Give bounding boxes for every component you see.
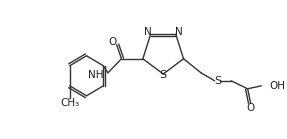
- Text: O: O: [247, 103, 255, 113]
- Text: S: S: [160, 70, 167, 80]
- Text: N: N: [175, 27, 183, 37]
- Text: CH₃: CH₃: [60, 98, 79, 108]
- Text: S: S: [214, 76, 221, 86]
- Text: N: N: [144, 27, 152, 37]
- Text: O: O: [109, 37, 117, 47]
- Text: NH: NH: [88, 70, 103, 80]
- Text: OH: OH: [269, 81, 285, 91]
